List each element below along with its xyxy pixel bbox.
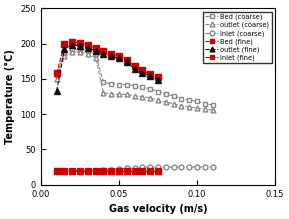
Legend: Bed (coarse), outlet (coarse), Inlet (coarse), Bed (fine), outlet (fine), Inlet : Bed (coarse), outlet (coarse), Inlet (co… [203,12,272,63]
X-axis label: Gas velocity (m/s): Gas velocity (m/s) [109,204,207,214]
Y-axis label: Temperature (°C): Temperature (°C) [5,49,15,144]
